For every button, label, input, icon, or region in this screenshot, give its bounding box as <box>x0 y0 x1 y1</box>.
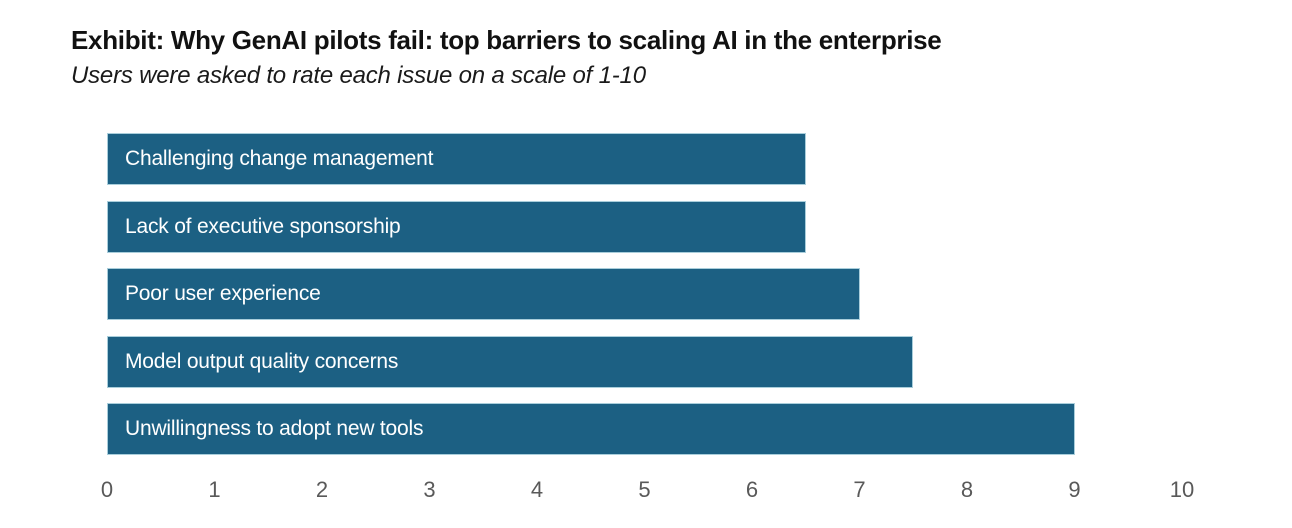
x-axis-tick-label: 1 <box>208 477 221 502</box>
chart-subtitle: Users were asked to rate each issue on a… <box>71 61 646 89</box>
bar-label: Lack of executive sponsorship <box>125 214 401 238</box>
x-axis-tick-label: 5 <box>638 477 651 502</box>
x-axis-tick-label: 2 <box>315 477 329 502</box>
bar: Challenging change management <box>107 133 806 185</box>
x-axis-tick-label: 4 <box>530 477 544 502</box>
bar-label: Poor user experience <box>125 282 321 305</box>
x-axis-tick-label: 7 <box>853 477 866 502</box>
x-axis-tick-label: 8 <box>960 477 974 502</box>
bar: Lack of executive sponsorship <box>107 200 806 253</box>
bar-chart-plot-area: Challenging change management Lack of exe… <box>107 133 1182 455</box>
bar-label: Challenging change management <box>125 147 434 170</box>
x-axis-tick-label: 0 <box>100 477 114 502</box>
bar: Model output quality concerns <box>107 335 914 388</box>
bar-label: Unwillingness to adopt new tools <box>125 417 424 440</box>
bar: Unwillingness to adopt new tools <box>107 403 1075 455</box>
bar-label: Model output quality concerns <box>125 349 399 373</box>
x-axis-tick-label: 9 <box>1068 477 1081 502</box>
bar: Poor user experience <box>107 268 860 320</box>
chart-header: Exhibit: Why GenAI pilots fail: top barr… <box>71 24 942 90</box>
x-axis-tick-label: 6 <box>745 477 759 502</box>
x-axis-tick-label: 10 <box>1169 477 1195 502</box>
chart-title: Exhibit: Why GenAI pilots fail: top barr… <box>71 25 942 55</box>
x-axis-tick-label: 3 <box>423 477 436 502</box>
x-axis: 0 1 2 3 4 5 6 7 8 9 10 <box>101 477 1194 507</box>
